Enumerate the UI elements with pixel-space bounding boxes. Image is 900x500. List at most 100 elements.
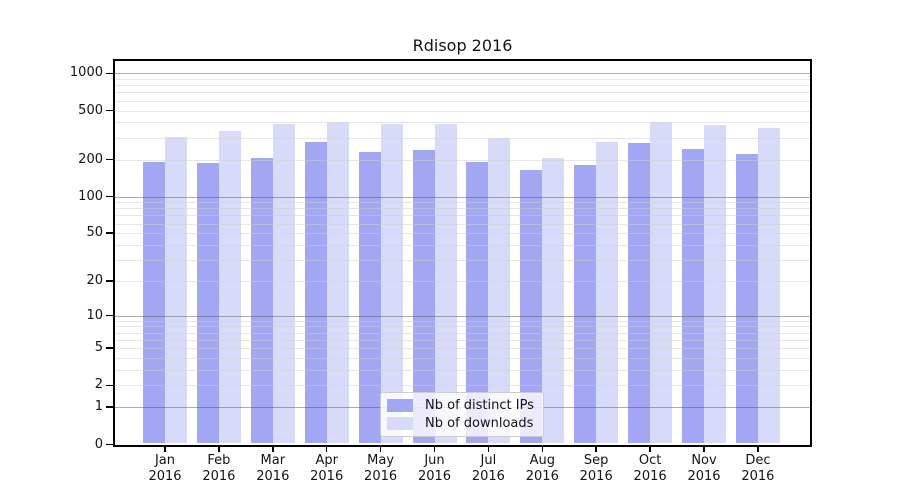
legend-item-downloads: Nb of downloads bbox=[387, 416, 535, 431]
month-line: Aug bbox=[529, 453, 555, 468]
legend-swatch-downloads-icon bbox=[387, 417, 413, 430]
y-tick-label-5: 5 bbox=[94, 340, 103, 356]
bar-ips-nov bbox=[682, 148, 704, 443]
bar-ips-jun bbox=[412, 150, 435, 443]
bar-ips-may bbox=[358, 152, 381, 443]
x-tick-label-apr: Apr 2016 bbox=[295, 453, 359, 485]
bar-downloads-feb bbox=[218, 131, 241, 443]
year-line: 2016 bbox=[741, 469, 775, 484]
x-tick-mark-oct bbox=[649, 447, 651, 452]
year-line: 2016 bbox=[417, 469, 452, 484]
month-line: May bbox=[367, 453, 395, 468]
month-line: Jun bbox=[424, 453, 445, 468]
bar-ips-feb bbox=[196, 163, 219, 443]
y-tick-mark-2 bbox=[106, 384, 113, 387]
y-tick-label-10: 10 bbox=[86, 307, 103, 323]
month-line: Feb bbox=[207, 453, 231, 468]
y-tick-label-50: 50 bbox=[86, 225, 103, 241]
x-tick-mark-nov bbox=[703, 447, 705, 452]
x-tick-mark-mar bbox=[272, 447, 274, 452]
x-tick-label-dec: Dec 2016 bbox=[726, 453, 790, 485]
y-tick-label-1: 1 bbox=[94, 399, 103, 415]
y-tick-mark-100 bbox=[106, 195, 113, 198]
x-tick-mark-sep bbox=[595, 447, 597, 452]
year-line: 2016 bbox=[687, 469, 721, 484]
bars-layer bbox=[115, 61, 810, 445]
month-line: Jul bbox=[480, 453, 497, 468]
x-tick-mark-jul bbox=[487, 447, 490, 452]
year-line: 2016 bbox=[525, 469, 559, 484]
bar-ips-oct bbox=[628, 142, 651, 443]
bar-downloads-oct bbox=[650, 121, 673, 443]
year-line: 2016 bbox=[579, 469, 613, 484]
x-tick-mark-jun bbox=[433, 447, 436, 452]
y-tick-mark-10 bbox=[106, 314, 113, 317]
bar-downloads-apr bbox=[326, 122, 349, 443]
month-line: Mar bbox=[260, 453, 286, 468]
y-tick-label-1000: 1000 bbox=[69, 65, 103, 81]
x-tick-label-jun: Jun 2016 bbox=[403, 453, 467, 485]
x-tick-label-oct: Oct 2016 bbox=[618, 453, 682, 485]
x-tick-mark-dec bbox=[757, 447, 759, 452]
x-tick-label-jan: Jan 2016 bbox=[133, 453, 197, 485]
y-tick-mark-500 bbox=[106, 109, 113, 112]
bar-ips-aug bbox=[520, 169, 543, 443]
bar-downloads-jul bbox=[488, 137, 511, 443]
legend-swatch-ips-icon bbox=[387, 399, 413, 412]
bar-ips-mar bbox=[250, 158, 273, 443]
y-tick-label-20: 20 bbox=[86, 272, 103, 288]
x-tick-label-aug: Aug 2016 bbox=[510, 453, 574, 485]
y-tick-mark-1000 bbox=[106, 72, 113, 75]
x-tick-mark-jan bbox=[164, 447, 166, 452]
y-tick-mark-200 bbox=[106, 158, 113, 161]
y-tick-label-200: 200 bbox=[78, 151, 103, 167]
x-tick-mark-aug bbox=[541, 447, 544, 452]
x-tick-label-may: May 2016 bbox=[349, 453, 413, 485]
bar-downloads-nov bbox=[704, 124, 726, 443]
bar-ips-jan bbox=[143, 162, 165, 443]
y-tick-mark-5 bbox=[106, 347, 113, 350]
x-tick-label-jul: Jul 2016 bbox=[456, 453, 520, 485]
month-line: Nov bbox=[691, 453, 717, 468]
bar-ips-apr bbox=[304, 141, 327, 443]
chart-title: Rdisop 2016 bbox=[412, 36, 513, 55]
bar-downloads-jun bbox=[434, 124, 457, 443]
year-line: 2016 bbox=[364, 469, 398, 484]
x-tick-mark-may bbox=[379, 447, 382, 452]
x-tick-label-mar: Mar 2016 bbox=[241, 453, 305, 485]
x-tick-mark-apr bbox=[325, 447, 328, 452]
year-line: 2016 bbox=[633, 469, 667, 484]
legend: Nb of distinct IPs Nb of downloads bbox=[380, 392, 544, 437]
bar-downloads-may bbox=[380, 124, 403, 443]
year-line: 2016 bbox=[310, 469, 344, 484]
bar-ips-jul bbox=[466, 161, 489, 443]
bar-ips-dec bbox=[735, 154, 758, 443]
bar-downloads-mar bbox=[272, 124, 295, 443]
y-tick-label-500: 500 bbox=[78, 102, 103, 118]
year-line: 2016 bbox=[202, 469, 236, 484]
x-tick-label-feb: Feb 2016 bbox=[187, 453, 251, 485]
bar-downloads-jan bbox=[165, 137, 187, 443]
year-line: 2016 bbox=[471, 469, 505, 484]
x-tick-mark-feb bbox=[218, 447, 220, 452]
bar-ips-sep bbox=[574, 164, 597, 443]
month-line: Oct bbox=[638, 453, 662, 468]
y-tick-label-2: 2 bbox=[94, 377, 103, 393]
y-tick-mark-50 bbox=[106, 232, 113, 235]
y-tick-label-0: 0 bbox=[94, 436, 103, 452]
bar-downloads-aug bbox=[542, 158, 565, 443]
legend-item-distinct-ips: Nb of distinct IPs bbox=[387, 398, 535, 413]
bar-downloads-sep bbox=[596, 141, 619, 443]
legend-label-downloads: Nb of downloads bbox=[425, 416, 534, 431]
y-tick-mark-1 bbox=[106, 406, 113, 409]
y-tick-label-100: 100 bbox=[78, 188, 103, 204]
month-line: Dec bbox=[745, 453, 771, 468]
year-line: 2016 bbox=[148, 469, 182, 484]
y-tick-mark-20 bbox=[106, 280, 113, 282]
x-tick-label-sep: Sep 2016 bbox=[564, 453, 628, 485]
plot-area: Nb of distinct IPs Nb of downloads bbox=[113, 59, 812, 447]
x-tick-label-nov: Nov 2016 bbox=[672, 453, 736, 485]
bar-downloads-dec bbox=[757, 127, 780, 443]
y-tick-mark-0 bbox=[106, 443, 113, 446]
